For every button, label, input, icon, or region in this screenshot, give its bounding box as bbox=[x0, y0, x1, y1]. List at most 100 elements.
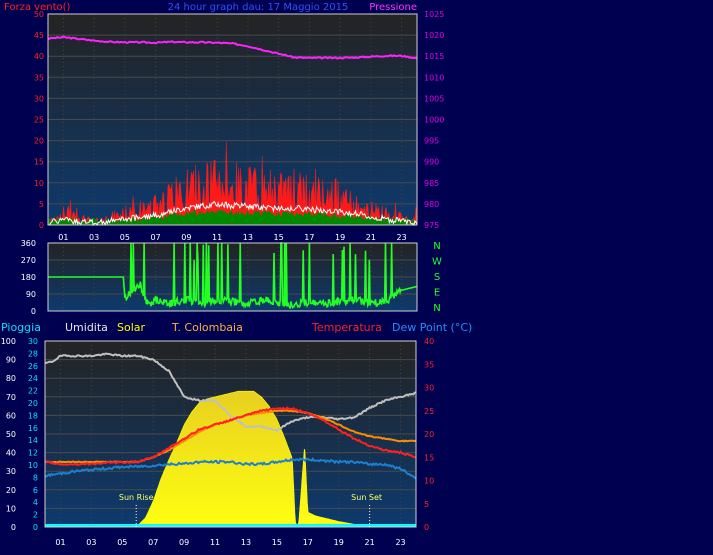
pressure-tick-label: 1025 bbox=[424, 10, 444, 19]
wind-pressure-plot-frame bbox=[47, 13, 418, 226]
wind-tick-label: 5 bbox=[39, 200, 44, 209]
temperature-tick-label: 10 bbox=[424, 477, 434, 486]
wind-x-tick-label: 15 bbox=[274, 233, 284, 242]
humidity-tick-label: 0 bbox=[11, 523, 16, 532]
rain-tick-label: 8 bbox=[33, 473, 38, 482]
humidity-tick-label: 30 bbox=[6, 467, 16, 476]
rain-tick-label: 6 bbox=[33, 486, 38, 495]
wind-tick-label: 45 bbox=[34, 31, 44, 40]
rain-tick-label: 0 bbox=[33, 523, 38, 532]
temp-x-tick-label: 13 bbox=[241, 538, 251, 547]
temp-x-tick-label: 05 bbox=[117, 538, 127, 547]
temp-x-tick-label: 15 bbox=[272, 538, 282, 547]
pressure-tick-label: 1020 bbox=[424, 31, 444, 40]
wind-pressure-x-axis: 01 03 05 07 09 11 13 15 17 19 21 23 bbox=[58, 233, 406, 242]
rain-tick-label: 30 bbox=[28, 337, 38, 346]
temp-x-tick-label: 17 bbox=[303, 538, 313, 547]
wind-x-tick-label: 07 bbox=[151, 233, 161, 242]
humidity-tick-label: 90 bbox=[6, 356, 16, 365]
compass-letter: N bbox=[433, 241, 440, 252]
wind-x-tick-label: 19 bbox=[335, 233, 345, 242]
temperature-x-axis: 01 03 05 07 09 11 13 15 17 19 21 23 bbox=[55, 538, 405, 547]
rain-tick-label: 2 bbox=[33, 511, 38, 520]
wind-tick-label: 0 bbox=[39, 221, 44, 230]
temp-x-tick-label: 23 bbox=[395, 538, 405, 547]
wind-direction-line bbox=[48, 242, 418, 310]
humidity-tick-label: 80 bbox=[6, 374, 16, 383]
wind-x-tick-label: 09 bbox=[181, 233, 191, 242]
wind-direction-series bbox=[48, 242, 418, 310]
wind-average-line bbox=[48, 200, 418, 227]
compass-letter: E bbox=[434, 288, 440, 299]
temperature-tick-label: 40 bbox=[424, 337, 434, 346]
rain-baseline bbox=[45, 524, 416, 527]
wind-tick-label: 40 bbox=[34, 52, 44, 61]
pressure-tick-label: 1010 bbox=[424, 73, 444, 82]
temp-x-tick-label: 03 bbox=[86, 538, 96, 547]
legend-dew-point: Dew Point (°C) bbox=[392, 321, 472, 334]
pressure-tick-label: 1005 bbox=[424, 94, 444, 103]
humidity-tick-label: 70 bbox=[6, 393, 16, 402]
temperature-tick-label: 0 bbox=[424, 523, 429, 532]
wind-x-tick-label: 17 bbox=[304, 233, 314, 242]
pressure-tick-label: 1000 bbox=[424, 116, 444, 125]
wind-tick-label: 15 bbox=[34, 158, 44, 167]
temperature-series bbox=[44, 352, 417, 480]
sun-markers: Sun Rise Sun Set bbox=[119, 493, 382, 527]
wind-x-tick-label: 11 bbox=[212, 233, 222, 242]
rain-tick-label: 12 bbox=[28, 449, 38, 458]
wind-direction-axis-labels: 0 90 180 270 360 bbox=[21, 239, 36, 316]
direction-tick-label: 360 bbox=[21, 239, 36, 248]
pressure-tick-label: 990 bbox=[424, 158, 439, 167]
pressure-tick-label: 975 bbox=[424, 221, 439, 230]
temp-x-tick-label: 11 bbox=[210, 538, 220, 547]
rain-tick-label: 24 bbox=[28, 374, 38, 383]
legend-umidita: Umidita bbox=[65, 321, 108, 334]
legend-t-colombaia: T. Colombaia bbox=[171, 321, 243, 334]
temperature-legend: Pioggia Umidita Solar T. Colombaia Tempe… bbox=[1, 321, 472, 334]
pressure-legend-label: Pressione bbox=[369, 2, 417, 13]
temp-x-tick-label: 21 bbox=[365, 538, 375, 547]
legend-solar: Solar bbox=[117, 321, 146, 334]
pressure-tick-label: 1015 bbox=[424, 52, 444, 61]
wind-speed-series bbox=[47, 141, 418, 227]
compass-letter: S bbox=[434, 272, 440, 283]
humidity-tick-label: 60 bbox=[6, 411, 16, 420]
compass-letter: W bbox=[432, 257, 442, 268]
wind-axis-labels: 0 5 10 15 20 25 30 35 40 45 50 bbox=[34, 10, 44, 230]
temperature-tick-label: 25 bbox=[424, 407, 434, 416]
wind-tick-label: 10 bbox=[34, 179, 44, 188]
rain-tick-label: 20 bbox=[28, 399, 38, 408]
temperature-line bbox=[44, 406, 417, 466]
pressure-tick-label: 985 bbox=[424, 179, 439, 188]
temperature-tick-label: 15 bbox=[424, 453, 434, 462]
wind-direction-plot-frame bbox=[47, 242, 418, 312]
wind-x-tick-label: 21 bbox=[366, 233, 376, 242]
humidity-tick-label: 100 bbox=[1, 337, 16, 346]
humidity-tick-label: 50 bbox=[6, 430, 16, 439]
direction-tick-label: 90 bbox=[26, 290, 36, 299]
rain-tick-label: 16 bbox=[28, 424, 38, 433]
chart-title: 24 hour graph dau: 17 Maggio 2015 bbox=[168, 2, 349, 13]
temp-x-tick-label: 01 bbox=[55, 538, 65, 547]
wind-tick-label: 50 bbox=[34, 10, 44, 19]
pressure-axis-labels: 975 980 985 990 995 1000 1005 1010 1015 1020 1025 bbox=[424, 10, 444, 230]
wind-x-tick-label: 13 bbox=[243, 233, 253, 242]
direction-tick-label: 270 bbox=[21, 256, 36, 265]
rain-tick-label: 4 bbox=[33, 498, 38, 507]
temperature-tick-label: 20 bbox=[424, 430, 434, 439]
wind-tick-label: 25 bbox=[34, 116, 44, 125]
rain-tick-label: 10 bbox=[28, 461, 38, 470]
temperature-tick-label: 5 bbox=[424, 500, 429, 509]
direction-tick-label: 180 bbox=[21, 273, 36, 282]
rain-tick-label: 28 bbox=[28, 349, 38, 358]
rain-tick-label: 14 bbox=[28, 436, 38, 445]
temperature-tick-label: 30 bbox=[424, 384, 434, 393]
pressure-line bbox=[48, 35, 418, 60]
pressure-series bbox=[48, 35, 418, 60]
pressure-tick-label: 980 bbox=[424, 200, 439, 209]
pressure-tick-label: 995 bbox=[424, 137, 439, 146]
